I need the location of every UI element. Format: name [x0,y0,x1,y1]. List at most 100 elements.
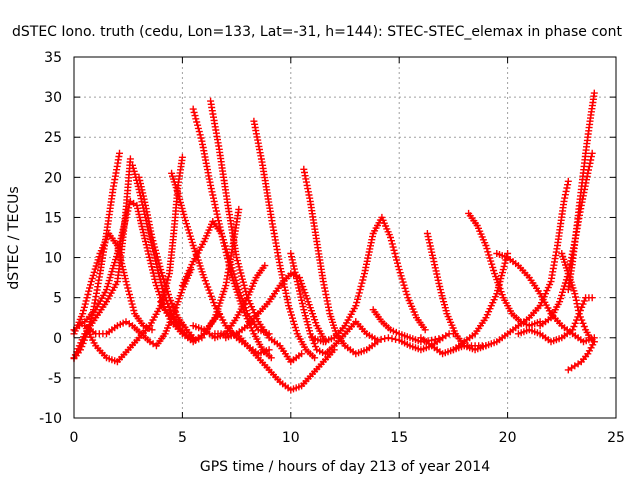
series-19 [300,165,381,358]
data-point [126,155,134,163]
axis-ticks: 0 5 10 15 20 25 -10 -5 0 5 10 15 20 25 30 35 [39,50,625,446]
data-point [196,131,204,139]
data-point [401,284,409,292]
data-point [162,282,170,290]
data-point [204,283,212,291]
data-point [575,310,583,318]
data-point [291,324,299,331]
data-point [88,275,96,282]
series-21 [352,318,447,354]
data-point [569,326,577,334]
data-point [184,223,191,231]
data-point [392,335,400,343]
data-point [308,333,316,341]
data-point [558,291,566,299]
data-point [556,298,564,306]
data-point [211,201,219,209]
data-point [236,266,244,274]
data-point [310,339,318,347]
data-point [431,335,439,343]
data-point [239,278,247,286]
data-point [287,308,295,316]
series-27 [493,250,598,346]
data-point [138,186,146,194]
data-point [181,213,189,221]
data-point [212,204,220,212]
data-point [261,262,269,270]
data-point [226,258,234,266]
series-15 [250,117,319,362]
data-point [290,320,298,328]
data-point [182,217,189,225]
data-point [222,245,230,253]
data-point [493,290,501,298]
data-point [143,244,151,252]
y-tick-label: 35 [44,50,62,66]
data-point [87,281,94,289]
data-point [223,248,231,256]
series-20 [309,213,429,346]
data-point [400,281,408,289]
y-axis-label: dSTEC / TECUs [6,186,22,289]
data-point [93,259,101,267]
data-point [241,284,249,292]
data-point [576,313,584,321]
data-point [153,253,161,261]
data-point [355,289,363,297]
data-point [265,346,273,354]
y-tick-label: -5 [48,371,62,387]
data-point [79,310,87,318]
data-point [194,121,202,129]
series-30 [564,338,598,374]
y-tick-label: 25 [44,130,62,146]
data-point [490,267,498,274]
data-point [187,235,195,243]
data-point [218,233,226,241]
data-point [210,299,218,307]
data-point [389,243,397,251]
data-point [148,234,156,241]
data-point [190,108,198,116]
data-point [95,253,103,261]
data-point [94,256,102,264]
data-point [231,273,239,281]
series-7 [81,153,186,366]
data-point [390,246,398,254]
data-point [89,271,97,279]
data-point [590,338,598,346]
data-point [83,294,91,302]
data-point [374,336,381,344]
data-point [229,267,237,275]
data-point [235,263,243,271]
data-point [431,264,439,272]
data-point [482,242,490,249]
y-tick-label: 15 [44,210,62,226]
data-point [359,276,367,284]
data-point [353,299,361,306]
data-point [200,274,208,282]
data-point [85,287,93,295]
data-point [86,284,94,292]
data-point [240,281,248,289]
data-point [154,256,162,264]
series-23 [423,230,490,354]
data-point [354,295,362,303]
y-tick-label: 20 [44,170,62,186]
data-point [81,300,89,308]
data-point [387,237,395,245]
data-point [145,250,153,258]
data-point [267,354,275,362]
data-point [421,326,429,334]
chart-title: dSTEC Iono. truth (cedu, Lon=133, Lat=-3… [12,24,622,40]
data-point [395,266,403,274]
data-point [496,285,504,293]
data-point [289,314,296,322]
data-point [207,292,215,300]
x-axis-label: GPS time / hours of day 213 of year 2014 [200,459,490,475]
data-point [397,272,405,280]
data-point [285,302,293,310]
x-tick-label: 20 [499,430,517,446]
data-point [227,261,235,269]
data-point [127,297,135,305]
data-point [144,247,152,255]
